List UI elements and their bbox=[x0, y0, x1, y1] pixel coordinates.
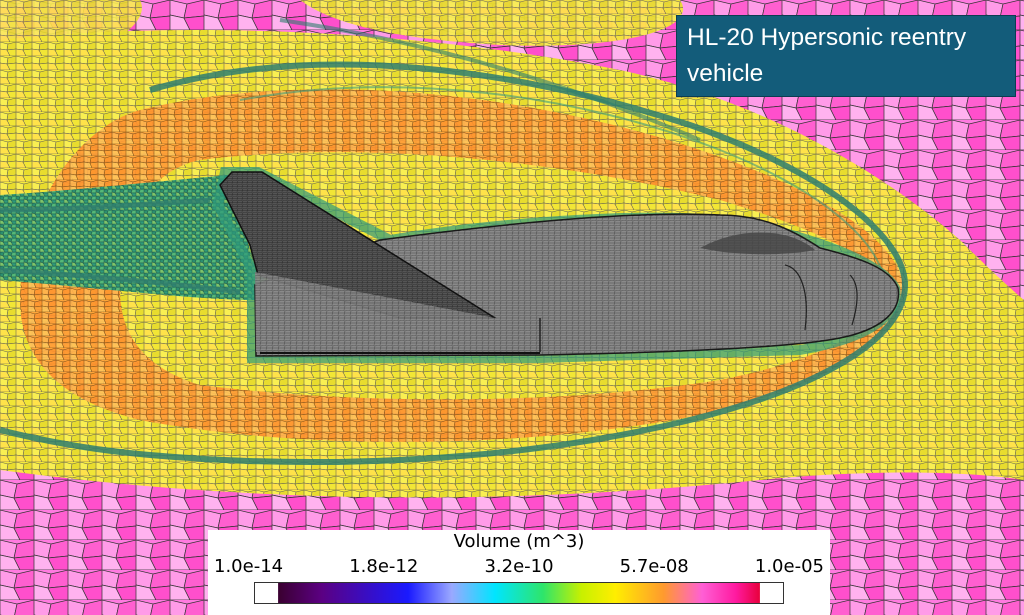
color-legend: Volume (m^3) 1.0e-14 1.8e-12 3.2e-10 5.7… bbox=[208, 530, 830, 615]
legend-tick: 1.0e-05 bbox=[754, 556, 824, 577]
bow-shock-line bbox=[0, 61, 909, 465]
legend-tick: 3.2e-10 bbox=[484, 556, 554, 577]
legend-title: Volume (m^3) bbox=[453, 531, 585, 552]
legend-tick: 5.7e-08 bbox=[619, 556, 689, 577]
legend-tick: 1.8e-12 bbox=[349, 556, 419, 577]
legend-ticks: 1.0e-14 1.8e-12 3.2e-10 5.7e-08 1.0e-05 bbox=[208, 556, 830, 580]
legend-colorbar bbox=[254, 582, 784, 604]
title-text: HL-20 Hypersonic reentry vehicle bbox=[687, 24, 967, 87]
title-box: HL-20 Hypersonic reentry vehicle bbox=[676, 15, 1016, 97]
legend-tick: 1.0e-14 bbox=[214, 556, 284, 577]
